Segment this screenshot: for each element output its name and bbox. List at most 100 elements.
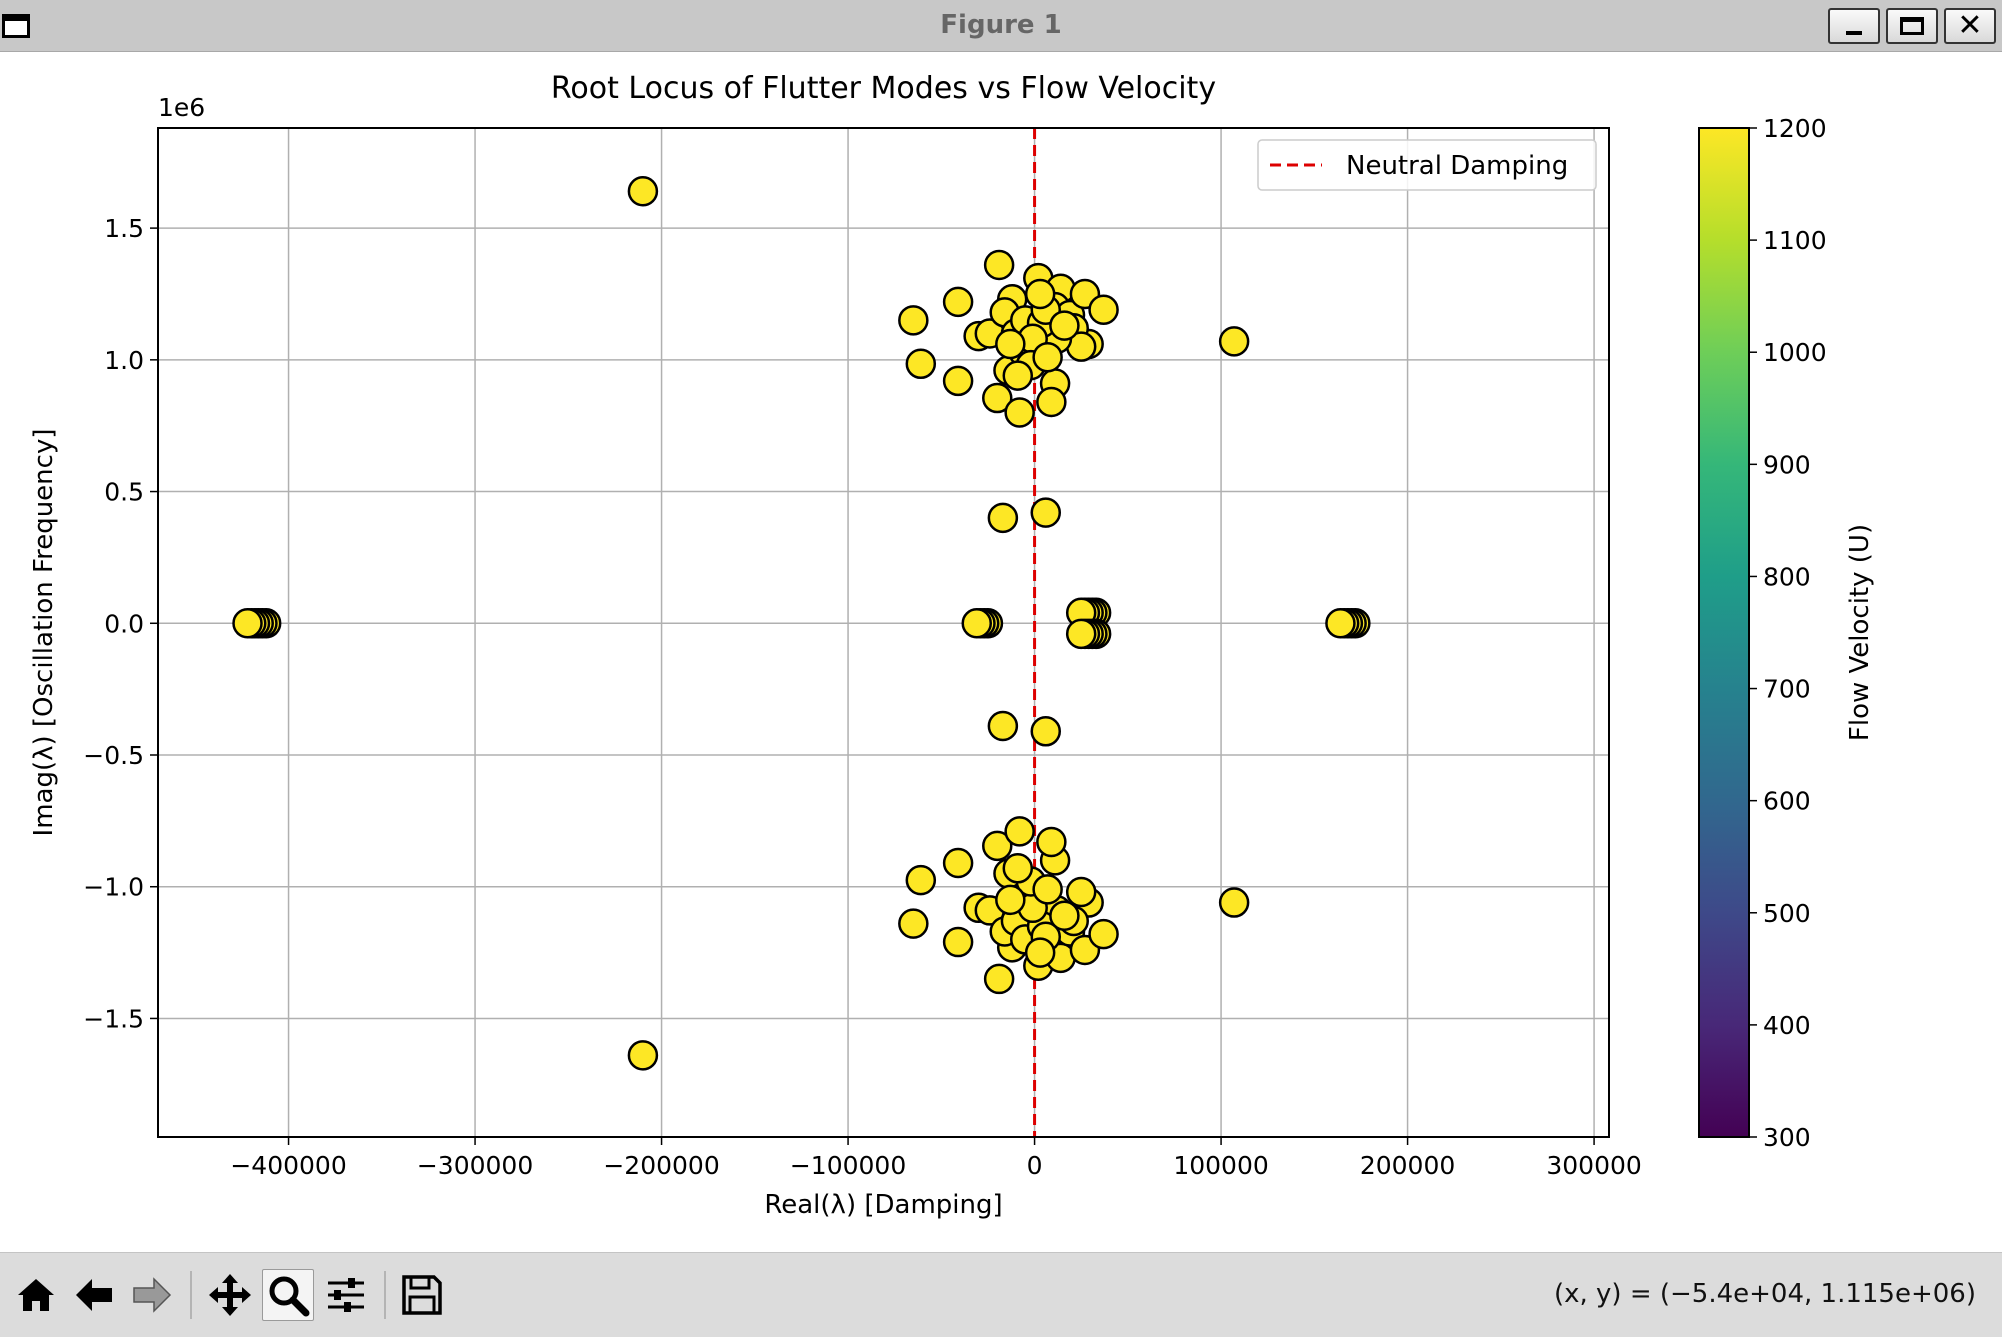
scatter-point bbox=[1218, 887, 1250, 918]
chart-title: Root Locus of Flutter Modes vs Flow Velo… bbox=[551, 71, 1216, 106]
y-tick-label: −0.5 bbox=[83, 741, 144, 770]
close-button[interactable]: ✕ bbox=[1944, 8, 1996, 44]
colorbar-tick-label: 300 bbox=[1763, 1123, 1811, 1152]
scatter-point bbox=[1030, 497, 1062, 528]
legend-box bbox=[1257, 139, 1597, 191]
zoom-icon bbox=[269, 1276, 310, 1317]
scatter-point bbox=[627, 1040, 659, 1071]
x-tick-label: −200000 bbox=[603, 1151, 719, 1180]
scatter-point bbox=[982, 382, 1013, 414]
scatter-point bbox=[982, 830, 1013, 862]
title-bar: Figure 1 ✕ bbox=[0, 0, 2002, 52]
scatter-point bbox=[942, 365, 974, 397]
scatter-point bbox=[1032, 341, 1063, 373]
colorbar-tick-label: 500 bbox=[1763, 899, 1811, 928]
forward-button[interactable] bbox=[126, 1269, 178, 1321]
scatter-point bbox=[987, 710, 1019, 742]
plot-frame bbox=[157, 127, 1610, 1138]
colorbar-tick-label: 800 bbox=[1763, 562, 1811, 591]
scatter-point bbox=[627, 175, 659, 207]
back-arrow-icon bbox=[76, 1279, 112, 1311]
close-icon: ✕ bbox=[1957, 8, 1983, 43]
y-tick-label: 1.0 bbox=[104, 346, 144, 375]
scatter-point bbox=[942, 847, 974, 879]
pan-button[interactable] bbox=[204, 1269, 256, 1321]
scatter-point bbox=[995, 328, 1026, 360]
scatter-point bbox=[1024, 278, 1056, 310]
save-icon bbox=[402, 1275, 442, 1315]
colorbar-tick-label: 1000 bbox=[1763, 338, 1827, 367]
scatter-point bbox=[961, 608, 993, 639]
grid-lines bbox=[158, 128, 1609, 1137]
home-icon bbox=[18, 1279, 54, 1311]
root-locus-chart[interactable]: −400000 −300000 −200000 −100000 0 100000 20000… bbox=[0, 52, 2002, 1252]
colorbar-gradient bbox=[1698, 127, 1750, 1138]
x-tick-label: −100000 bbox=[790, 1151, 906, 1180]
scatter-point bbox=[232, 608, 263, 639]
y-tick-label: 0.0 bbox=[104, 609, 144, 638]
forward-arrow-icon bbox=[133, 1277, 172, 1313]
cursor-coordinates: (x, y) = (−5.4e+04, 1.115e+06) bbox=[1553, 1279, 1976, 1309]
scatter-point bbox=[1030, 716, 1062, 747]
colorbar-tick-label: 1100 bbox=[1763, 226, 1827, 255]
y-tick-label: −1.5 bbox=[83, 1004, 144, 1033]
x-tick-label: 200000 bbox=[1360, 1151, 1455, 1180]
legend: Neutral Damping bbox=[1257, 139, 1597, 191]
y-tick-label: −1.0 bbox=[83, 873, 144, 902]
x-tick-label: 0 bbox=[1027, 1151, 1043, 1180]
scatter-point bbox=[898, 908, 929, 939]
scatter-points bbox=[232, 175, 1371, 1071]
colorbar: 300 400 500 600 700 800 900 1000 1100 1200 Flow V… bbox=[1698, 114, 1875, 1152]
y-axis-label: Imag(λ) [Oscillation Frequency] bbox=[29, 429, 59, 837]
colorbar-tick-label: 1200 bbox=[1763, 114, 1827, 143]
scatter-point bbox=[942, 926, 974, 958]
pan-icon bbox=[209, 1274, 251, 1316]
scatter-point bbox=[1325, 608, 1356, 639]
configure-subplots-icon bbox=[328, 1278, 364, 1312]
minimize-button[interactable] bbox=[1828, 8, 1880, 44]
scatter-point bbox=[1065, 618, 1097, 650]
window-title: Figure 1 bbox=[940, 10, 1062, 40]
x-tick-label: 100000 bbox=[1173, 1151, 1268, 1180]
scatter-point bbox=[1024, 937, 1056, 968]
configure-subplots-button[interactable] bbox=[320, 1269, 372, 1321]
y-tick-label: 1.5 bbox=[104, 214, 144, 243]
legend-entry-neutral-damping: Neutral Damping bbox=[1346, 151, 1568, 181]
scatter-point bbox=[1004, 397, 1035, 428]
scatter-point bbox=[1004, 816, 1035, 847]
scatter-point bbox=[1002, 853, 1034, 884]
scatter-point bbox=[995, 884, 1026, 916]
save-button[interactable] bbox=[396, 1269, 448, 1321]
scatter-point bbox=[1049, 900, 1080, 931]
colorbar-tick-label: 700 bbox=[1763, 675, 1811, 704]
scatter-point bbox=[1036, 826, 1067, 858]
y-axis-offset-label: 1e6 bbox=[158, 93, 205, 122]
scatter-point bbox=[1088, 918, 1119, 950]
scatter-point bbox=[1036, 386, 1067, 418]
scatter-point bbox=[1218, 326, 1250, 357]
scatter-point bbox=[898, 305, 929, 336]
scatter-point bbox=[905, 348, 937, 380]
back-button[interactable] bbox=[68, 1269, 120, 1321]
scatter-point bbox=[1002, 360, 1034, 391]
x-tick-label: 300000 bbox=[1546, 1151, 1641, 1180]
scatter-point bbox=[942, 286, 974, 318]
scatter-point bbox=[987, 502, 1019, 534]
colorbar-tick-label: 900 bbox=[1763, 450, 1811, 479]
maximize-button[interactable] bbox=[1886, 8, 1938, 44]
axis-ticks: −400000 −300000 −200000 −100000 0 100000 20000… bbox=[83, 214, 1642, 1180]
home-button[interactable] bbox=[10, 1269, 62, 1321]
scatter-point bbox=[983, 249, 1015, 281]
colorbar-ticks: 300 400 500 600 700 800 900 1000 1100 1200 bbox=[1749, 114, 1827, 1152]
x-axis-label: Real(λ) [Damping] bbox=[764, 1190, 1002, 1220]
scatter-point bbox=[1032, 874, 1063, 905]
window-icon bbox=[2, 14, 30, 38]
minimize-icon bbox=[1846, 31, 1862, 35]
scatter-point bbox=[1088, 294, 1119, 326]
scatter-point bbox=[905, 864, 937, 896]
colorbar-label: Flow Velocity (U) bbox=[1845, 524, 1875, 741]
figure-canvas[interactable]: −400000 −300000 −200000 −100000 0 100000 20000… bbox=[0, 52, 2002, 1252]
x-tick-label: −400000 bbox=[230, 1151, 346, 1180]
zoom-button[interactable] bbox=[262, 1269, 314, 1321]
scatter-point bbox=[983, 963, 1015, 995]
